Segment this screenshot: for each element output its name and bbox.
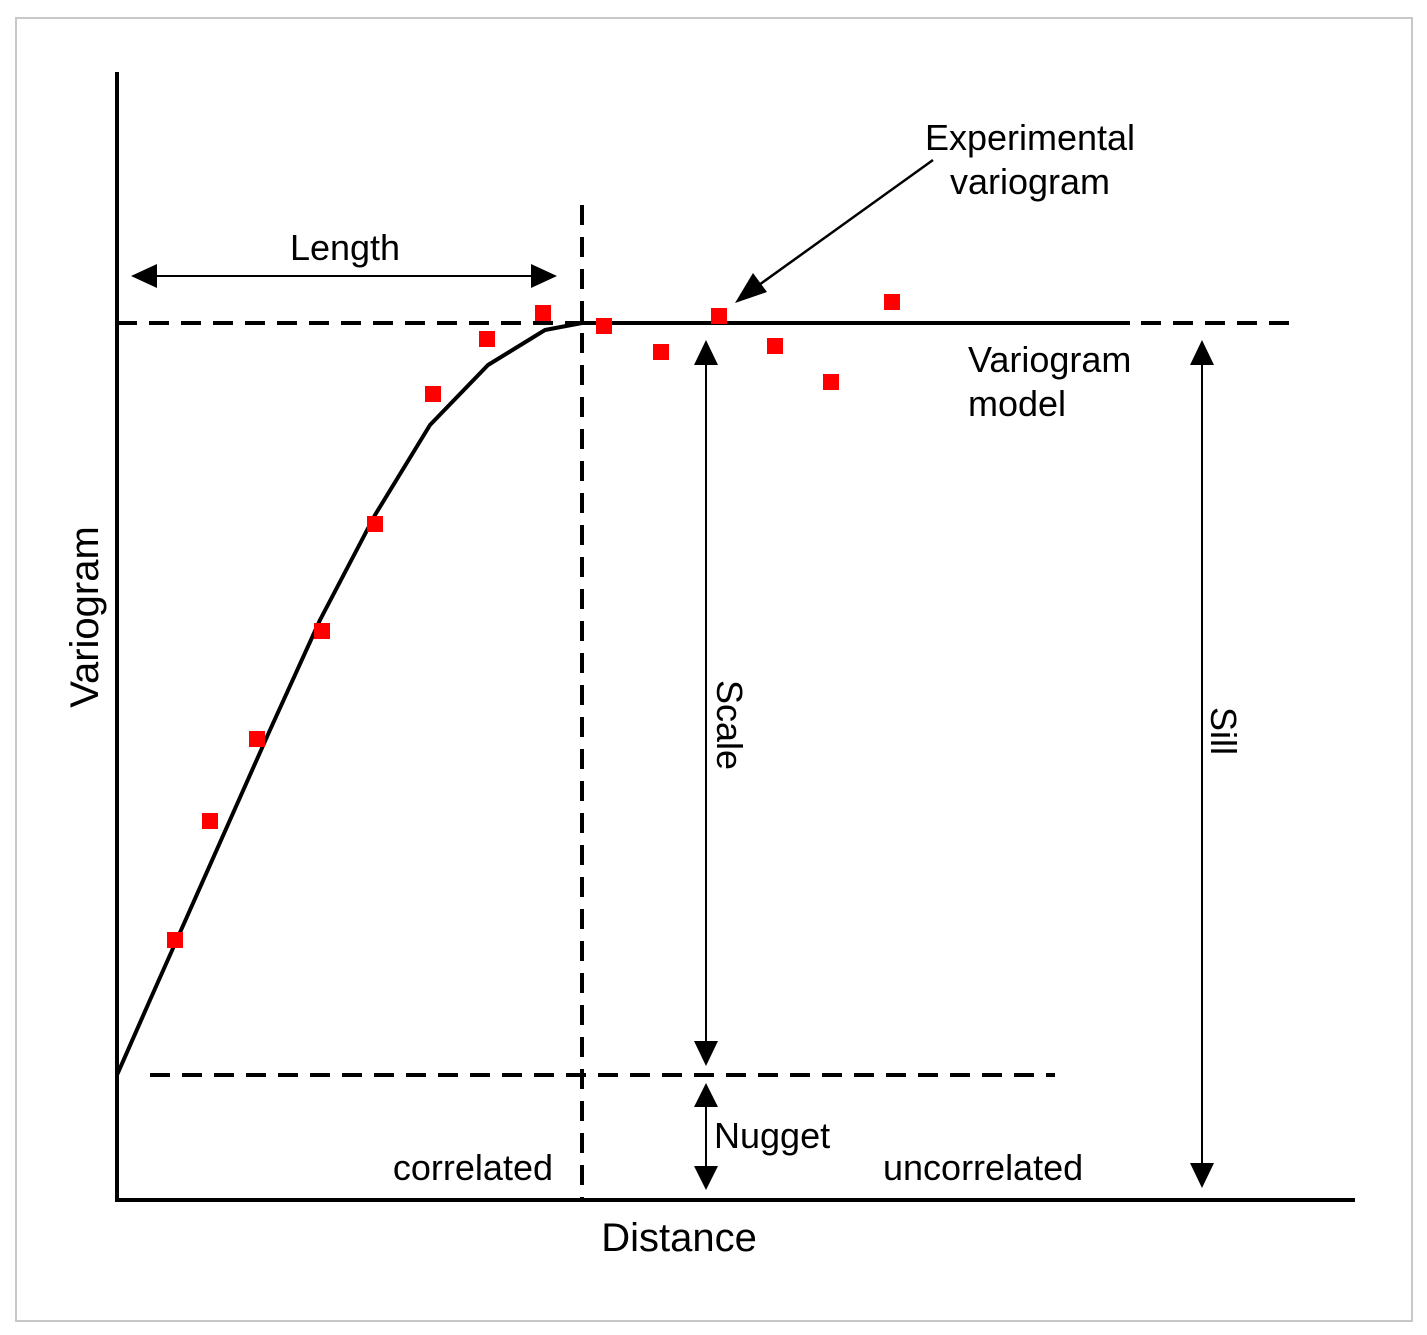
scale-arrow-bottom-head bbox=[694, 1041, 718, 1066]
experimental-points bbox=[167, 294, 900, 948]
nugget-arrow-bottom-head bbox=[694, 1166, 718, 1190]
outer-frame bbox=[15, 17, 1413, 1322]
experimental-point bbox=[202, 813, 218, 829]
length-arrow-left-head bbox=[131, 264, 157, 288]
experimental-point bbox=[367, 516, 383, 532]
variogram-model-label-line1: Variogram bbox=[968, 339, 1131, 380]
experimental-point bbox=[653, 344, 669, 360]
sill-arrow-bottom-head bbox=[1190, 1163, 1214, 1188]
variogram-model-curve bbox=[115, 321, 1130, 1076]
nugget-label: Nugget bbox=[714, 1115, 830, 1156]
x-axis-title: Distance bbox=[601, 1216, 757, 1260]
y-axis-title: Variogram bbox=[63, 526, 107, 708]
length-label: Length bbox=[290, 227, 400, 268]
experimental-point bbox=[425, 386, 441, 402]
experimental-point bbox=[767, 338, 783, 354]
experimental-point bbox=[884, 294, 900, 310]
experimental-pointer-arrow bbox=[751, 158, 934, 292]
length-arrow-right-head bbox=[531, 264, 557, 288]
correlated-label: correlated bbox=[393, 1147, 553, 1188]
experimental-variogram-label-line1: Experimental bbox=[925, 117, 1135, 158]
experimental-point bbox=[823, 374, 839, 390]
experimental-point bbox=[314, 623, 330, 639]
sill-arrow-top-head bbox=[1190, 340, 1214, 365]
scale-label: Scale bbox=[709, 680, 750, 770]
nugget-arrow-top-head bbox=[694, 1083, 718, 1107]
experimental-point bbox=[167, 932, 183, 948]
experimental-point bbox=[711, 308, 727, 324]
experimental-point bbox=[249, 731, 265, 747]
scale-arrow-top-head bbox=[694, 340, 718, 365]
experimental-point bbox=[535, 305, 551, 321]
experimental-point bbox=[479, 331, 495, 347]
experimental-pointer-arrow-head bbox=[735, 273, 767, 303]
experimental-point bbox=[596, 318, 612, 334]
sill-label: Sill bbox=[1203, 707, 1244, 755]
uncorrelated-label: uncorrelated bbox=[883, 1147, 1083, 1188]
experimental-variogram-label-line2: variogram bbox=[950, 161, 1110, 202]
variogram-model-label-line2: model bbox=[968, 383, 1066, 424]
